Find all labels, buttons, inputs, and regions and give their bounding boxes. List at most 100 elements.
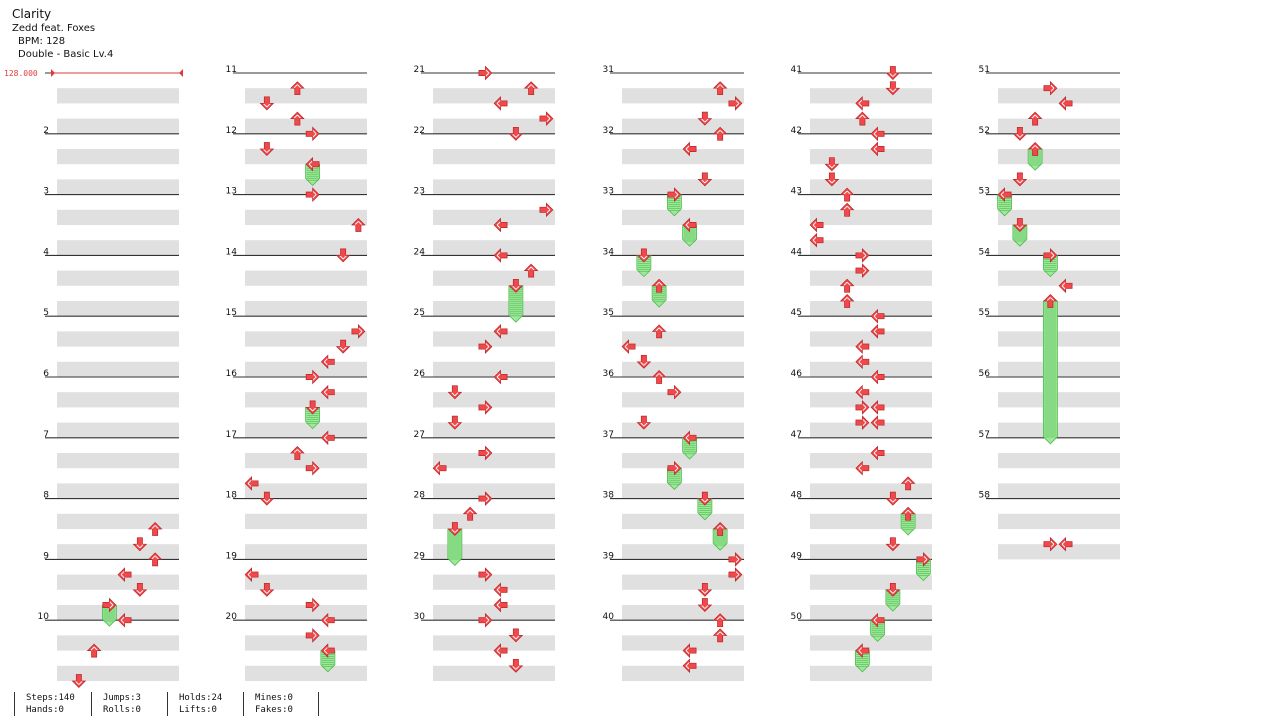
measure-number: 7: [43, 430, 49, 440]
beat-row-shade: [622, 179, 744, 195]
arrow-right-icon: [1043, 248, 1058, 263]
arrow-down-icon: [885, 582, 901, 597]
beat-row-shade: [57, 665, 179, 681]
measure-number: 33: [603, 187, 614, 197]
measure-number: 10: [38, 612, 50, 622]
arrow-left-icon: [682, 141, 697, 157]
arrow-up-icon: [712, 628, 728, 643]
arrow-right-icon: [855, 248, 870, 263]
arrow-left-icon: [493, 369, 508, 385]
beat-row-shade: [810, 544, 932, 560]
beat-row-shade: [622, 483, 744, 499]
beat-row-shade: [622, 665, 744, 681]
arrow-left-icon: [493, 597, 508, 613]
arrow-down-icon: [697, 598, 713, 612]
arrow-left-icon: [870, 369, 885, 385]
beat-row-shade: [433, 392, 555, 408]
beat-row-shade: [57, 361, 179, 377]
beat-row-shade: [433, 209, 555, 225]
beat-row-shade: [998, 544, 1120, 560]
arrow-up-icon: [712, 522, 728, 536]
arrow-down-icon: [508, 658, 524, 673]
beat-row-shade: [998, 331, 1120, 347]
arrow-up-icon: [712, 126, 728, 141]
arrow-right-icon: [667, 187, 682, 202]
arrow-left-icon: [855, 96, 870, 111]
beat-row-shade: [622, 513, 744, 529]
arrow-right-icon: [1043, 536, 1058, 552]
arrow-right-icon: [478, 445, 493, 461]
measure-number: 40: [603, 612, 615, 622]
beat-row-shade: [57, 301, 179, 317]
arrow-up-icon: [462, 506, 478, 521]
arrow-up-icon: [900, 476, 916, 491]
measure-number: 57: [979, 430, 990, 440]
arrow-up-icon: [523, 81, 539, 96]
arrow-up-icon: [147, 522, 163, 536]
step-chart: 2345678910111213141516171819202122232425…: [4, 65, 1120, 688]
arrow-left-icon: [432, 460, 447, 476]
arrow-left-icon: [1058, 96, 1073, 111]
beat-row-shade: [245, 240, 367, 256]
arrow-left-icon: [493, 643, 508, 658]
beat-row-shade: [622, 270, 744, 286]
beat-row-shade: [810, 209, 932, 225]
beat-row-shade: [998, 270, 1120, 286]
measure-number: 47: [791, 430, 802, 440]
song-artist: Zedd feat. Foxes: [12, 23, 96, 34]
measure-number: 30: [414, 612, 426, 622]
arrow-right-icon: [305, 628, 320, 643]
measure-number: 25: [414, 308, 425, 318]
arrow-down-icon: [335, 248, 351, 263]
beat-row-shade: [810, 483, 932, 499]
measure-number: 24: [414, 247, 426, 257]
arrow-up-icon: [290, 111, 305, 126]
arrow-right-icon: [728, 567, 743, 582]
measure-number: 55: [979, 308, 990, 318]
beat-row-shade: [998, 392, 1120, 408]
beat-row-shade: [998, 88, 1120, 104]
measure-number: 48: [791, 491, 803, 501]
arrow-left-icon: [809, 217, 824, 233]
beat-row-shade: [622, 88, 744, 104]
arrow-left-icon: [117, 567, 132, 582]
beat-row-shade: [622, 422, 744, 438]
stats-steps-hands: Steps:140 Hands:0: [14, 692, 91, 716]
beat-row-shade: [622, 574, 744, 590]
arrow-left-icon: [320, 354, 335, 370]
beat-row-shade: [810, 392, 932, 408]
beat-row-shade: [998, 149, 1120, 165]
arrow-down-icon: [1012, 218, 1028, 232]
measure-number: 3: [43, 187, 49, 197]
stats-holds-lifts: Holds:24 Lifts:0: [167, 692, 243, 716]
bpm-change-marker: 128.000: [4, 69, 183, 78]
measure-number: 58: [979, 491, 991, 501]
beat-row-shade: [998, 361, 1120, 377]
beat-row-shade: [810, 270, 932, 286]
beat-row-shade: [245, 209, 367, 225]
arrow-left-icon: [1058, 536, 1073, 552]
measure-number: 45: [791, 308, 802, 318]
measure-number: 43: [791, 187, 802, 197]
arrow-down-icon: [259, 96, 275, 111]
measure-number: 22: [414, 126, 425, 136]
measure-number: 49: [791, 551, 803, 561]
arrow-left-icon: [244, 567, 259, 582]
arrow-right-icon: [728, 552, 743, 567]
arrow-left-icon: [117, 612, 132, 628]
measure-number: 6: [43, 369, 49, 379]
arrow-down-icon: [824, 157, 840, 172]
arrow-right-icon: [539, 202, 554, 218]
beat-row-shade: [433, 118, 555, 134]
measure-number: 18: [226, 491, 238, 501]
arrow-right-icon: [305, 369, 320, 385]
arrow-down-icon: [71, 674, 87, 688]
arrow-up-icon: [147, 552, 163, 567]
arrow-right-icon: [478, 65, 493, 81]
measure-number: 39: [603, 551, 615, 561]
measure-number: 53: [979, 187, 990, 197]
arrow-down-icon: [824, 172, 840, 187]
hold-notes: [101, 148, 1058, 673]
beat-row-shade: [622, 453, 744, 469]
beat-row-shade: [57, 179, 179, 195]
